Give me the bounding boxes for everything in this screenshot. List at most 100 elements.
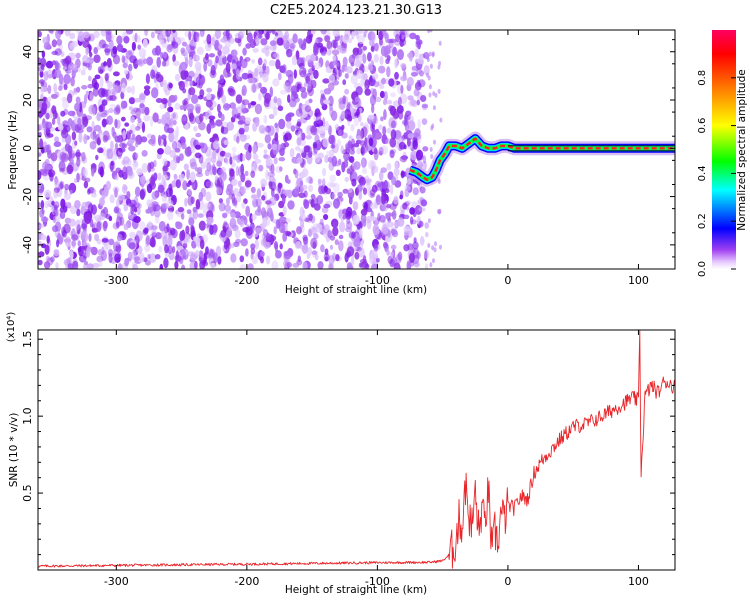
noise-blob (69, 249, 74, 260)
noise-blob (429, 262, 433, 268)
noise-blob (371, 31, 376, 43)
noise-blob (86, 263, 94, 269)
noise-blob (389, 184, 394, 195)
noise-blob (194, 250, 200, 256)
noise-blob (198, 191, 204, 202)
noise-blob (158, 245, 163, 253)
noise-blob (307, 232, 312, 237)
noise-blob (137, 117, 142, 123)
noise-blob (393, 196, 399, 205)
noise-blob (386, 221, 394, 228)
noise-blob (47, 96, 52, 103)
noise-blob (187, 195, 194, 206)
noise-blob (265, 255, 271, 265)
noise-blob (361, 143, 369, 154)
noise-blob (243, 216, 248, 226)
noise-blob (308, 184, 314, 193)
noise-blob (356, 184, 363, 193)
noise-blob (433, 139, 436, 145)
noise-blob (291, 55, 298, 66)
noise-blob (360, 258, 367, 264)
noise-blob (58, 85, 63, 91)
noise-blob (369, 94, 377, 106)
noise-blob (77, 246, 82, 252)
noise-blob (369, 254, 374, 264)
noise-blob (48, 73, 55, 79)
noise-blob (358, 262, 363, 268)
noise-blob (127, 138, 135, 145)
noise-blob (154, 215, 160, 224)
noise-blob (287, 200, 295, 210)
noise-blob (260, 251, 265, 257)
noise-blob (179, 173, 185, 180)
noise-blob (219, 150, 226, 157)
noise-blob (97, 44, 102, 51)
noise-blob (235, 165, 239, 177)
noise-blob (206, 216, 214, 225)
noise-blob (356, 69, 364, 79)
noise-blob (384, 32, 389, 44)
noise-blob (342, 79, 347, 86)
noise-blob (112, 45, 118, 55)
noise-blob (156, 74, 164, 83)
noise-blob (185, 44, 190, 52)
noise-blob (357, 175, 364, 184)
noise-blob (418, 207, 426, 212)
noise-blob (374, 96, 382, 103)
noise-blob (273, 241, 278, 250)
noise-blob (69, 218, 76, 227)
noise-blob (420, 95, 427, 102)
noise-blob (222, 212, 228, 219)
noise-blob (101, 99, 108, 106)
noise-blob (63, 193, 71, 201)
noise-blob (386, 99, 393, 105)
noise-blob (38, 170, 42, 181)
noise-blob (128, 97, 136, 105)
noise-blob (401, 34, 405, 40)
noise-blob (392, 46, 397, 57)
noise-blob (385, 58, 390, 65)
noise-blob (117, 263, 123, 269)
noise-blob (341, 124, 345, 131)
noise-blob (60, 110, 66, 117)
noise-blob (347, 140, 352, 149)
noise-blob (128, 145, 136, 152)
noise-blob (346, 262, 353, 269)
noise-blob (236, 60, 242, 69)
noise-blob (286, 179, 291, 185)
y-tick-label: -40 (21, 236, 34, 254)
noise-blob (85, 90, 89, 96)
noise-blob (312, 241, 317, 249)
noise-blob (364, 30, 368, 34)
noise-blob (161, 60, 167, 67)
noise-blob (311, 250, 318, 255)
noise-blob (409, 99, 417, 106)
noise-blob (250, 186, 256, 194)
noise-blob (334, 124, 340, 131)
noise-blob (283, 189, 291, 197)
noise-blob (163, 123, 170, 133)
noise-blob (419, 186, 426, 194)
noise-blob (320, 89, 324, 95)
noise-blob (329, 182, 337, 188)
noise-blob (373, 53, 379, 63)
noise-blob (320, 244, 325, 253)
noise-blob (41, 50, 46, 58)
noise-blob (77, 117, 82, 127)
noise-blob (292, 262, 300, 268)
noise-blob (81, 201, 88, 213)
noise-blob (431, 123, 435, 129)
noise-blob (231, 178, 238, 186)
noise-blob (317, 261, 324, 269)
noise-blob (240, 186, 246, 195)
noise-blob (309, 33, 313, 43)
noise-blob (139, 175, 146, 185)
noise-blob (116, 35, 123, 45)
noise-blob (371, 72, 379, 80)
noise-blob (360, 208, 368, 216)
noise-blob (87, 75, 92, 82)
noise-blob (155, 232, 162, 240)
noise-blob (168, 131, 175, 143)
noise-blob (75, 219, 81, 231)
noise-blob (60, 198, 66, 209)
